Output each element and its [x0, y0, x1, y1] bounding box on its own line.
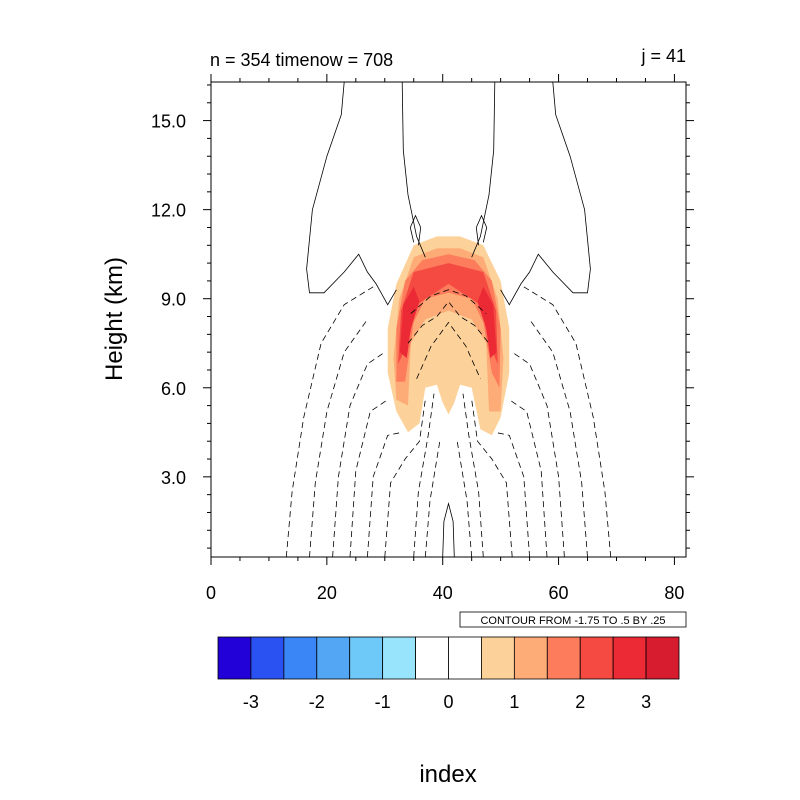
colorbar-tick-label: 1: [509, 692, 519, 712]
contour-dashed: [523, 286, 612, 557]
colorbar-box: [382, 636, 416, 680]
colorbar-box: [481, 636, 515, 680]
contour-solid: [500, 82, 591, 306]
contour-info-box: [459, 611, 687, 628]
contour-dashed: [416, 321, 481, 380]
contour-dashed: [285, 286, 374, 557]
contour-dashed: [529, 319, 588, 557]
colorbar-box: [250, 636, 285, 680]
contour-dashed: [407, 301, 490, 344]
colorbar-box: [415, 636, 449, 680]
contour-dashed: [410, 289, 487, 314]
colorbar-box: [283, 636, 318, 680]
colorbar-box: [645, 636, 680, 680]
plot-frame: [210, 81, 687, 558]
colorbar-tick-label: -2: [309, 692, 325, 712]
y-tick-label: 6.0: [161, 379, 186, 399]
x-tick-label: 80: [664, 583, 684, 603]
contour-dashed: [367, 431, 403, 557]
contour-dashed: [511, 351, 565, 557]
colorbar-box: [513, 636, 548, 680]
contour-dashed: [309, 319, 368, 557]
axis-ticks: [203, 74, 694, 565]
contour-solid: [409, 214, 422, 246]
contour-lines: [285, 82, 612, 557]
y-axis-label: Height (km): [101, 257, 128, 381]
contour-solid: [475, 214, 488, 246]
y-tick-label: 15.0: [151, 112, 186, 132]
contour-solid: [306, 82, 397, 306]
contour-solid: [471, 82, 496, 258]
colorbar-tick-label: 3: [641, 692, 651, 712]
contour-solid: [401, 82, 426, 258]
contour-dashed: [349, 399, 388, 557]
colorbar-box: [448, 636, 482, 680]
colorbar-tick-label: -1: [375, 692, 391, 712]
colorbar-box: [579, 636, 614, 680]
x-tick-label: 40: [433, 583, 453, 603]
x-tick-label: 20: [317, 583, 337, 603]
contour-solid: [442, 502, 455, 557]
shade-level-2.5-right: [477, 286, 497, 359]
contour-dashed: [494, 431, 530, 557]
y-tick-label: 9.0: [161, 290, 186, 310]
colorbar-box: [217, 636, 252, 680]
contour-dashed: [471, 399, 513, 557]
filled-contours: [387, 236, 510, 436]
contour-dashed: [424, 441, 441, 557]
contour-dashed: [462, 393, 484, 557]
colorbar-box: [546, 636, 581, 680]
contour-dashed: [509, 399, 548, 557]
contour-dashed: [332, 351, 386, 557]
colorbar-tick-label: 2: [575, 692, 585, 712]
colorbar-box: [349, 636, 384, 680]
colorbar-tick-label: -3: [243, 692, 259, 712]
colorbar: -3 -2 -1 0 1 2 3: [217, 636, 680, 712]
x-tick-label: 60: [549, 583, 569, 603]
colorbar-tick-label: 0: [443, 692, 453, 712]
chart-title-left: n = 354 timenow = 708: [210, 50, 393, 70]
x-axis-label: index: [419, 761, 476, 788]
shade-level-2.5-left: [399, 286, 420, 359]
contour-info-text: CONTOUR FROM -1.75 TO .5 BY .25: [480, 615, 665, 627]
colorbar-box: [316, 636, 351, 680]
chart-title-right: j = 41: [640, 46, 686, 66]
y-tick-label: 3.0: [161, 468, 186, 488]
shade-level-2: [398, 263, 498, 364]
tick-labels: 0 20 40 60 80 3.0 6.0 9.0 12.0 15.0: [151, 112, 684, 603]
contour-dashed: [456, 441, 473, 557]
y-tick-label: 12.0: [151, 201, 186, 221]
x-tick-label: 0: [206, 583, 216, 603]
colorbar-box: [612, 636, 647, 680]
contour-dashed: [384, 399, 426, 557]
contour-dashed: [413, 393, 435, 557]
